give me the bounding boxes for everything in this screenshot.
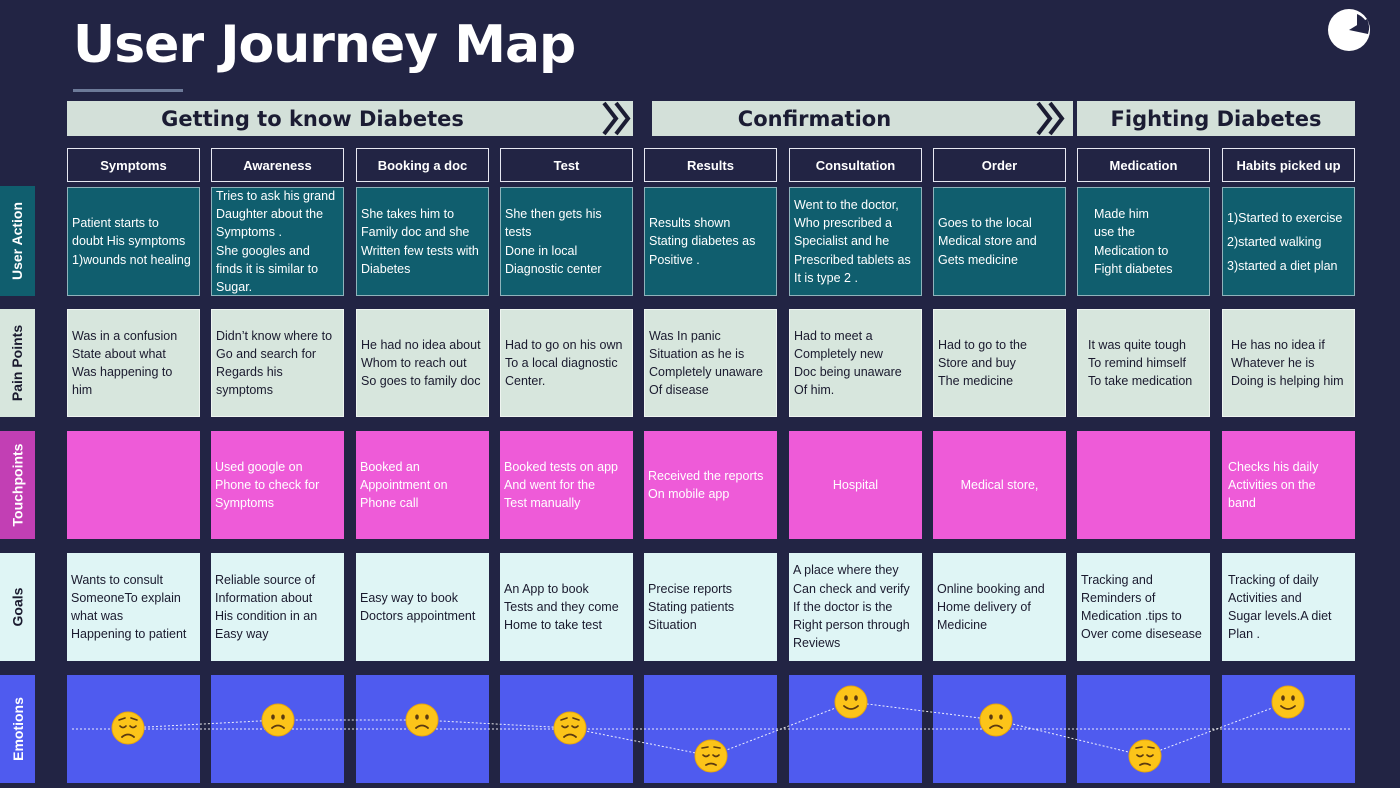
chevron-right-icon xyxy=(602,101,631,136)
pain-point-cell: Didn’t know where to Go and search for R… xyxy=(211,309,344,417)
phase-fighting-diabetes: Fighting Diabetes xyxy=(1077,101,1355,136)
pain-point-cell: It was quite tough To remind himself To … xyxy=(1077,309,1210,417)
touchpoint-cell: Booked tests on app And went for the Tes… xyxy=(500,431,633,539)
row-label-goals: Goals xyxy=(0,553,35,661)
stage-header: Order xyxy=(933,148,1066,182)
stage-header: Medication xyxy=(1077,148,1210,182)
user-action-cell: Goes to the local Medical store and Gets… xyxy=(933,187,1066,296)
row-label-touchpoints: Touchpoints xyxy=(0,431,35,539)
touchpoint-cell: Medical store, xyxy=(933,431,1066,539)
emotion-cell xyxy=(211,675,344,783)
emotion-cell xyxy=(1077,675,1210,783)
row-label-emotions: Emotions xyxy=(0,675,35,783)
goal-cell: Online booking and Home delivery of Medi… xyxy=(933,553,1066,661)
emotion-cell xyxy=(1222,675,1355,783)
emotion-cell xyxy=(644,675,777,783)
emotion-cell xyxy=(933,675,1066,783)
emotion-cell xyxy=(500,675,633,783)
pain-point-cell: Was In panic Situation as he is Complete… xyxy=(644,309,777,417)
user-action-cell: She then gets his tests Done in local Di… xyxy=(500,187,633,296)
stage-header: Symptoms xyxy=(67,148,200,182)
phase-confirmation: Confirmation xyxy=(652,101,1073,136)
user-action-cell: Patient starts to doubt His symptoms 1)w… xyxy=(67,187,200,296)
pain-point-cell: He has no idea if Whatever he is Doing i… xyxy=(1222,309,1355,417)
pain-point-cell: Had to go on his own To a local diagnost… xyxy=(500,309,633,417)
pain-point-cell: Had to go to the Store and buy The medic… xyxy=(933,309,1066,417)
row-label-user-action: User Action xyxy=(0,186,35,296)
stage-header: Booking a doc xyxy=(356,148,489,182)
emotion-cell xyxy=(356,675,489,783)
user-action-cell: Tries to ask his grand Daughter about th… xyxy=(211,187,344,296)
goal-cell: A place where they Can check and verify … xyxy=(789,553,922,661)
title-underline xyxy=(73,89,183,92)
pain-point-cell: Had to meet a Completely new Doc being u… xyxy=(789,309,922,417)
goal-cell: Easy way to book Doctors appointment xyxy=(356,553,489,661)
stage-header: Test xyxy=(500,148,633,182)
pain-point-cell: He had no idea about Whom to reach out S… xyxy=(356,309,489,417)
stage-header: Results xyxy=(644,148,777,182)
touchpoint-cell: Used google on Phone to check for Sympto… xyxy=(211,431,344,539)
user-action-cell: She takes him to Family doc and she Writ… xyxy=(356,187,489,296)
stage-header: Awareness xyxy=(211,148,344,182)
goal-cell: Precise reports Stating patients Situati… xyxy=(644,553,777,661)
user-action-cell: Results shown Stating diabetes as Positi… xyxy=(644,187,777,296)
touchpoint-cell: Received the reports On mobile app xyxy=(644,431,777,539)
page-title: User Journey Map xyxy=(73,15,576,75)
pain-point-cell: Was in a confusion State about what Was … xyxy=(67,309,200,417)
touchpoint-cell: Hospital xyxy=(789,431,922,539)
goal-cell: Reliable source of Information about His… xyxy=(211,553,344,661)
chevron-right-icon xyxy=(1036,101,1065,136)
user-action-cell: 1)Started to exercise 2)started walking … xyxy=(1222,187,1355,296)
row-label-pain-points: Pain Points xyxy=(0,309,35,417)
touchpoint-cell xyxy=(1077,431,1210,539)
user-action-cell: Went to the doctor, Who prescribed a Spe… xyxy=(789,187,922,296)
goal-cell: Tracking of daily Activities and Sugar l… xyxy=(1222,553,1355,661)
goal-cell: An App to book Tests and they come Home … xyxy=(500,553,633,661)
goal-cell: Wants to consult SomeoneTo explain what … xyxy=(67,553,200,661)
user-action-cell: Made him use the Medication to Fight dia… xyxy=(1077,187,1210,296)
touchpoint-cell xyxy=(67,431,200,539)
stage-header: Consultation xyxy=(789,148,922,182)
touchpoint-cell: Checks his daily Activities on the band xyxy=(1222,431,1355,539)
goal-cell: Tracking and Reminders of Medication .ti… xyxy=(1077,553,1210,661)
logo-icon xyxy=(1328,9,1370,51)
emotion-cell xyxy=(67,675,200,783)
stage-header: Habits picked up xyxy=(1222,148,1355,182)
touchpoint-cell: Booked an Appointment on Phone call xyxy=(356,431,489,539)
phase-getting-to-know: Getting to know Diabetes xyxy=(67,101,633,136)
emotion-cell xyxy=(789,675,922,783)
